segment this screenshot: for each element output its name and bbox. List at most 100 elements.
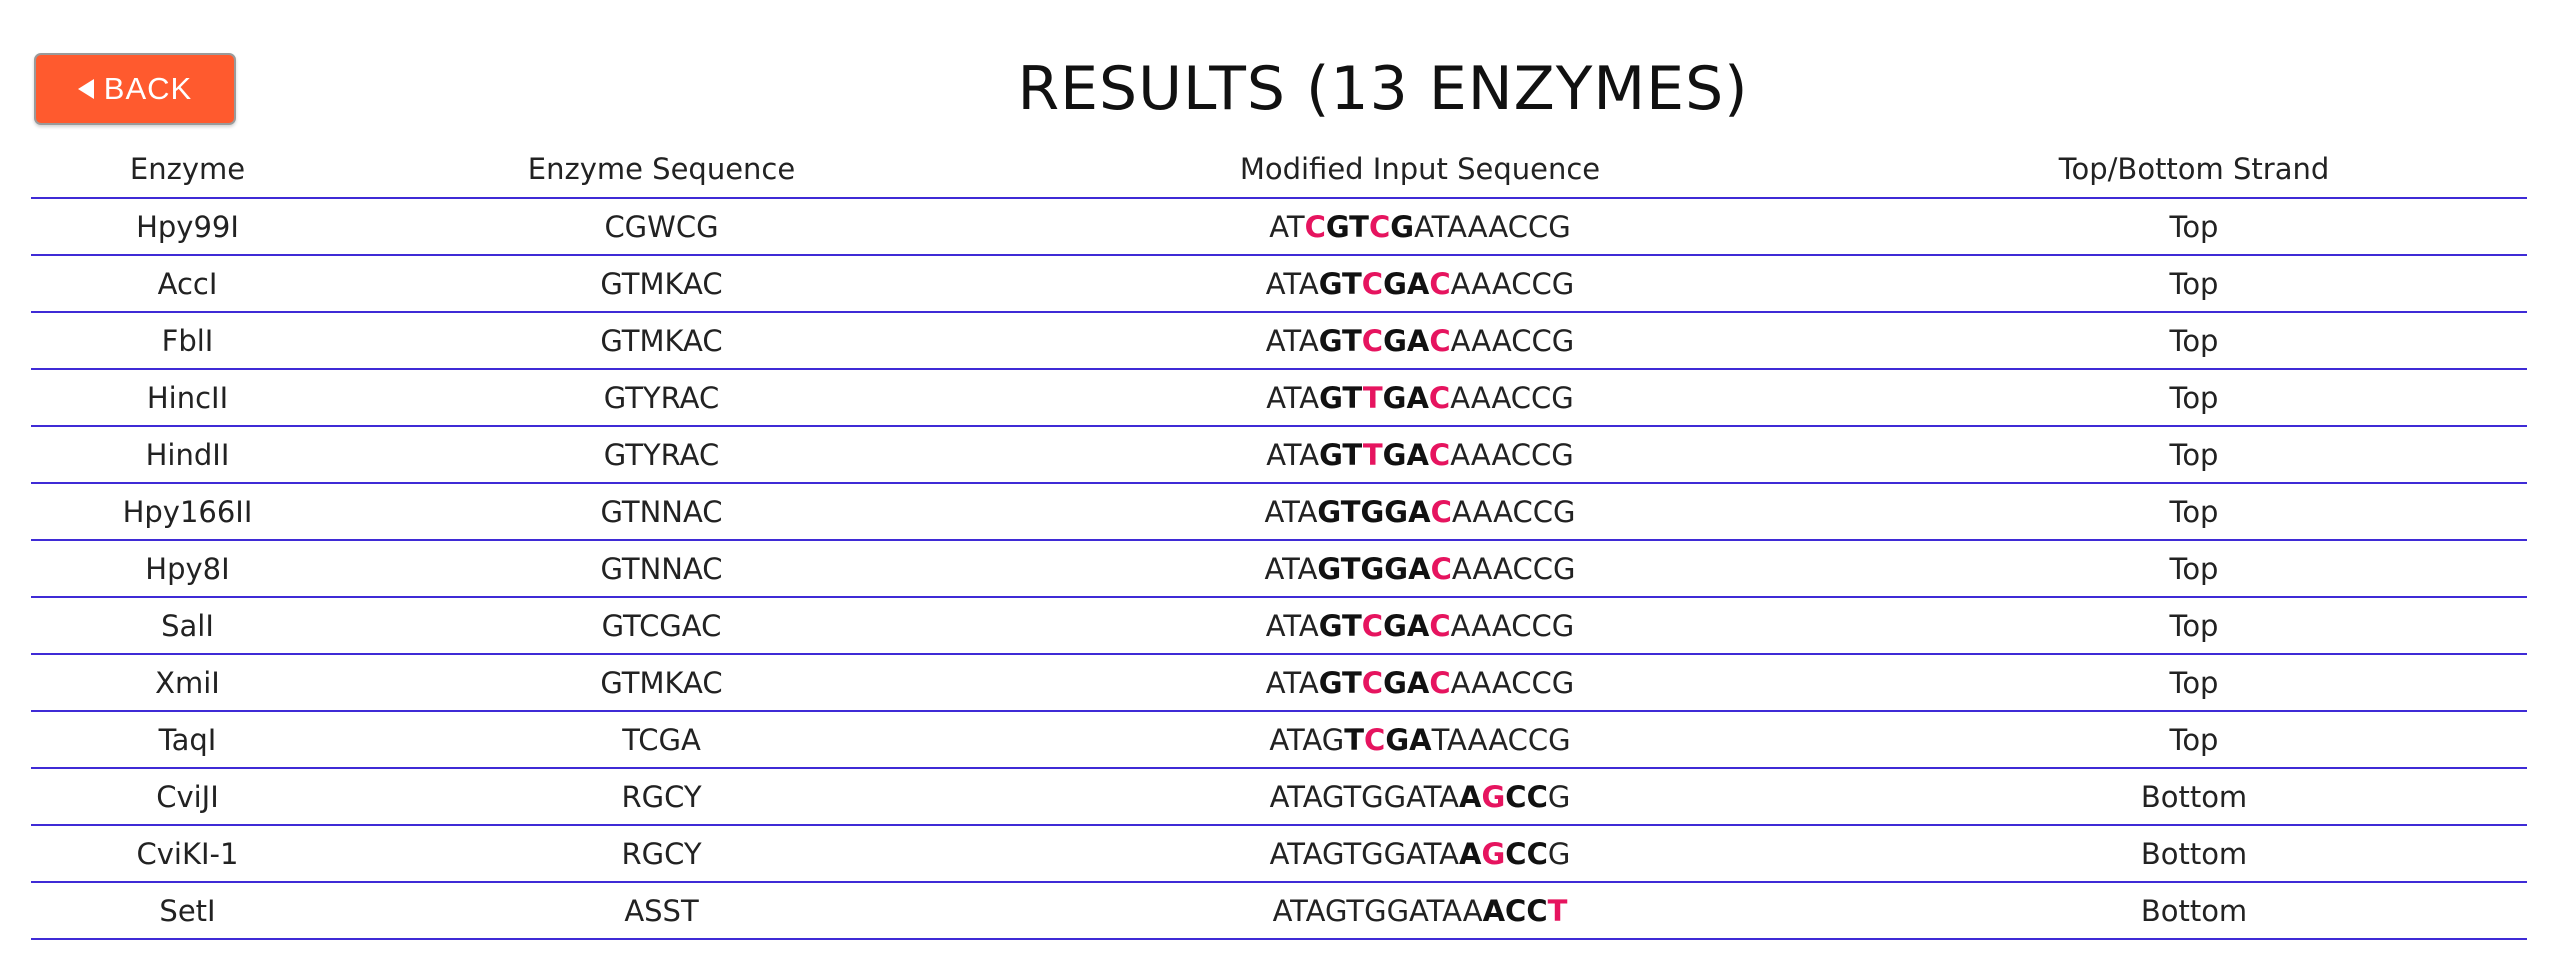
cell-enzyme-sequence: GTYRAC xyxy=(344,426,979,484)
cell-enzyme-sequence: GTCGAC xyxy=(344,597,979,655)
sequence-segment: ATAGTGGATA xyxy=(1269,779,1460,814)
left-triangle-icon xyxy=(77,79,94,99)
cell-enzyme-sequence: GTMKAC xyxy=(344,312,979,370)
cell-strand: Bottom xyxy=(1861,882,2527,940)
sequence-segment: C xyxy=(1368,209,1391,244)
sequence-segment: ATAAACCG xyxy=(1414,209,1571,244)
sequence-segment: TAAACCG xyxy=(1431,722,1571,757)
table-row: AccI GTMKAC ATAGTCGACAAACCG Top xyxy=(31,255,2527,313)
sequence-segment: C xyxy=(1428,437,1451,472)
sequence-segment: GT xyxy=(1318,266,1362,301)
cell-modified-input-sequence: ATCGTCGATAAACCG xyxy=(979,198,1861,256)
sequence-segment: GA xyxy=(1383,665,1430,700)
cell-strand: Top xyxy=(1861,255,2527,313)
header-enzyme-sequence: Enzyme Sequence xyxy=(344,140,979,199)
sequence-segment: G xyxy=(1390,209,1415,244)
cell-modified-input-sequence: ATAGTCGACAAACCG xyxy=(979,312,1861,370)
cell-modified-input-sequence: ATAGTCGACAAACCG xyxy=(979,255,1861,313)
cell-modified-input-sequence: ATAGTGGATAAGCCG xyxy=(979,768,1861,826)
cell-modified-input-sequence: ATAGTGGATAAGCCG xyxy=(979,825,1861,883)
back-button[interactable]: BACK xyxy=(34,53,236,125)
sequence-segment: GT xyxy=(1318,608,1362,643)
cell-enzyme: FblI xyxy=(31,312,344,370)
header-strand: Top/Bottom Strand xyxy=(1861,140,2527,199)
cell-strand: Bottom xyxy=(1861,825,2527,883)
sequence-segment: GTGGA xyxy=(1317,551,1431,586)
cell-strand: Bottom xyxy=(1861,768,2527,826)
sequence-segment: AAACCG xyxy=(1450,380,1574,415)
sequence-segment: GA xyxy=(1383,266,1430,301)
sequence-segment: AAACCG xyxy=(1450,665,1575,700)
sequence-segment: T xyxy=(1344,722,1365,757)
sequence-segment: ATA xyxy=(1264,551,1318,586)
cell-enzyme: HincII xyxy=(31,369,344,427)
cell-strand: Top xyxy=(1861,312,2527,370)
cell-enzyme-sequence: GTNNAC xyxy=(344,540,979,598)
sequence-segment: CC xyxy=(1505,779,1548,814)
table-row: TaqI TCGA ATAGTCGATAAACCG Top xyxy=(31,711,2527,769)
sequence-segment: ATA xyxy=(1264,494,1318,529)
cell-strand: Top xyxy=(1861,540,2527,598)
sequence-segment: ATA xyxy=(1266,437,1320,472)
cell-strand: Top xyxy=(1861,711,2527,769)
sequence-segment: C xyxy=(1429,266,1451,301)
cell-modified-input-sequence: ATAGTTGACAAACCG xyxy=(979,426,1861,484)
sequence-segment: GA xyxy=(1382,437,1429,472)
table-row: SetI ASST ATAGTGGATAAACCT Bottom xyxy=(31,882,2527,940)
cell-enzyme: HindII xyxy=(31,426,344,484)
sequence-segment: ACC xyxy=(1482,893,1548,928)
cell-enzyme-sequence: CGWCG xyxy=(344,198,979,256)
sequence-segment: GA xyxy=(1382,380,1429,415)
sequence-segment: G xyxy=(1481,836,1506,871)
sequence-segment: A xyxy=(1459,836,1482,871)
cell-enzyme-sequence: GTMKAC xyxy=(344,255,979,313)
table-row: CviKI-1 RGCY ATAGTGGATAAGCCG Bottom xyxy=(31,825,2527,883)
sequence-segment: C xyxy=(1429,665,1451,700)
cell-enzyme: Hpy99I xyxy=(31,198,344,256)
sequence-segment: GT xyxy=(1325,209,1369,244)
table-row: Hpy166II GTNNAC ATAGTGGACAAACCG Top xyxy=(31,483,2527,541)
cell-modified-input-sequence: ATAGTTGACAAACCG xyxy=(979,369,1861,427)
sequence-segment: C xyxy=(1361,608,1384,643)
cell-strand: Top xyxy=(1861,426,2527,484)
cell-strand: Top xyxy=(1861,198,2527,256)
sequence-segment: C xyxy=(1429,608,1451,643)
cell-modified-input-sequence: ATAGTCGACAAACCG xyxy=(979,597,1861,655)
sequence-segment: ATAGTGGATAA xyxy=(1272,893,1483,928)
sequence-segment: AAACCG xyxy=(1450,608,1575,643)
cell-enzyme: SalI xyxy=(31,597,344,655)
cell-enzyme: CviJI xyxy=(31,768,344,826)
sequence-segment: T xyxy=(1362,437,1383,472)
cell-enzyme-sequence: GTNNAC xyxy=(344,483,979,541)
cell-strand: Top xyxy=(1861,369,2527,427)
cell-enzyme: SetI xyxy=(31,882,344,940)
table-row: HindII GTYRAC ATAGTTGACAAACCG Top xyxy=(31,426,2527,484)
cell-enzyme-sequence: GTYRAC xyxy=(344,369,979,427)
cell-enzyme-sequence: RGCY xyxy=(344,825,979,883)
header-enzyme: Enzyme xyxy=(31,140,344,199)
cell-enzyme: XmiI xyxy=(31,654,344,712)
cell-modified-input-sequence: ATAGTGGACAAACCG xyxy=(979,483,1861,541)
cell-modified-input-sequence: ATAGTGGACAAACCG xyxy=(979,540,1861,598)
sequence-segment: C xyxy=(1361,266,1384,301)
sequence-segment: GA xyxy=(1385,722,1432,757)
table-row: Hpy99I CGWCG ATCGTCGATAAACCG Top xyxy=(31,198,2527,256)
sequence-segment: ATA xyxy=(1265,608,1319,643)
sequence-segment: ATAGTGGATA xyxy=(1269,836,1460,871)
sequence-segment: GTGGA xyxy=(1317,494,1431,529)
sequence-segment: GT xyxy=(1318,665,1362,700)
sequence-segment: AAACCG xyxy=(1451,494,1576,529)
cell-strand: Top xyxy=(1861,483,2527,541)
sequence-segment: C xyxy=(1430,494,1452,529)
results-table: Enzyme Enzyme Sequence Modified Input Se… xyxy=(31,140,2527,940)
cell-enzyme: Hpy8I xyxy=(31,540,344,598)
cell-enzyme-sequence: GTMKAC xyxy=(344,654,979,712)
sequence-segment: AAACCG xyxy=(1450,266,1575,301)
cell-modified-input-sequence: ATAGTGGATAAACCT xyxy=(979,882,1861,940)
table-header-row: Enzyme Enzyme Sequence Modified Input Se… xyxy=(31,140,2527,199)
sequence-segment: C xyxy=(1429,323,1451,358)
cell-enzyme-sequence: ASST xyxy=(344,882,979,940)
sequence-segment: C xyxy=(1304,209,1326,244)
sequence-segment: A xyxy=(1459,779,1482,814)
cell-modified-input-sequence: ATAGTCGATAAACCG xyxy=(979,711,1861,769)
